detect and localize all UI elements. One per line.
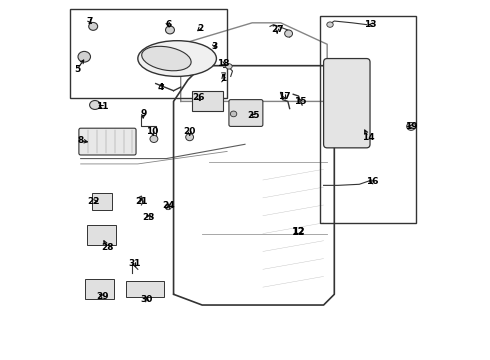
FancyBboxPatch shape	[323, 59, 370, 148]
FancyBboxPatch shape	[87, 225, 116, 246]
Ellipse shape	[186, 134, 194, 141]
Text: 12: 12	[292, 227, 305, 237]
Text: 10: 10	[146, 127, 158, 136]
Ellipse shape	[327, 22, 333, 27]
Text: 1: 1	[220, 74, 227, 83]
Text: 31: 31	[128, 260, 141, 269]
Text: 17: 17	[278, 91, 291, 100]
Ellipse shape	[90, 100, 100, 109]
Text: 30: 30	[141, 295, 153, 304]
Ellipse shape	[78, 51, 91, 62]
Text: 25: 25	[247, 111, 260, 120]
Ellipse shape	[226, 64, 232, 69]
Text: 6: 6	[165, 20, 172, 29]
Text: 8: 8	[77, 136, 84, 145]
FancyBboxPatch shape	[126, 281, 164, 297]
Text: 23: 23	[142, 213, 155, 222]
Text: 4: 4	[158, 83, 164, 92]
Text: 5: 5	[74, 65, 80, 74]
Text: 15: 15	[294, 97, 307, 106]
Ellipse shape	[89, 22, 98, 30]
Text: 28: 28	[101, 243, 114, 252]
Text: 19: 19	[405, 122, 417, 131]
Ellipse shape	[285, 30, 293, 37]
FancyBboxPatch shape	[85, 279, 114, 299]
Ellipse shape	[230, 111, 237, 117]
Text: 12: 12	[293, 227, 305, 236]
Text: 9: 9	[140, 109, 147, 118]
Text: 18: 18	[218, 59, 230, 68]
Ellipse shape	[407, 122, 416, 130]
Text: 16: 16	[366, 177, 378, 186]
Text: 22: 22	[87, 197, 99, 206]
Text: 27: 27	[271, 26, 283, 35]
FancyBboxPatch shape	[320, 16, 416, 223]
Ellipse shape	[166, 26, 174, 34]
Text: 21: 21	[135, 197, 147, 206]
Text: 3: 3	[212, 41, 218, 50]
Ellipse shape	[165, 204, 172, 210]
Text: 7: 7	[86, 17, 93, 26]
FancyBboxPatch shape	[192, 91, 223, 111]
Text: 2: 2	[197, 24, 203, 33]
Text: 29: 29	[96, 292, 108, 301]
Text: 11: 11	[96, 102, 108, 111]
Text: 26: 26	[192, 93, 205, 102]
FancyBboxPatch shape	[229, 100, 263, 126]
FancyBboxPatch shape	[70, 9, 227, 98]
Ellipse shape	[138, 41, 217, 76]
FancyBboxPatch shape	[92, 193, 112, 210]
Text: 13: 13	[364, 20, 376, 29]
Text: 14: 14	[362, 132, 374, 141]
Ellipse shape	[150, 135, 158, 143]
Text: 20: 20	[183, 127, 196, 136]
FancyBboxPatch shape	[79, 128, 136, 155]
Ellipse shape	[142, 46, 191, 71]
Text: 24: 24	[162, 201, 174, 210]
